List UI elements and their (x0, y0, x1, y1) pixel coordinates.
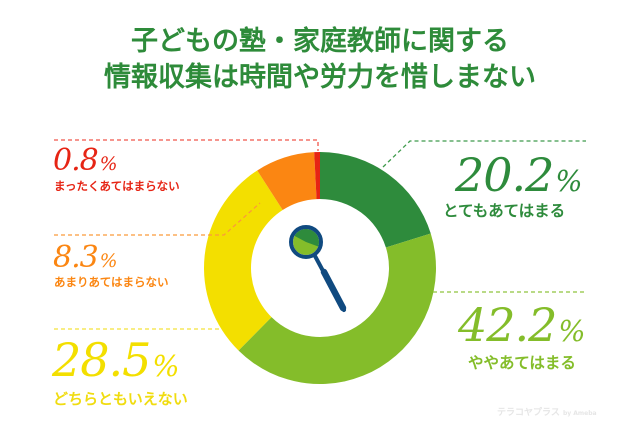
label-not-at-all: まったくあてはまらない (54, 179, 180, 193)
label-neutral: どちらともいえない (53, 390, 188, 408)
donut-slice-very-true (320, 152, 431, 248)
chart-title-line-2: 情報収集は時間や労力を惜しまない (104, 62, 536, 93)
value-somewhat: 42.2% (458, 302, 586, 348)
watermark: テラコヤプラス by Ameba (497, 405, 597, 418)
percent-sign: % (99, 251, 118, 272)
label-somewhat: ややあてはまる (468, 354, 576, 372)
label-very-true: とてもあてはまる (443, 202, 566, 220)
value-not-at-all-number: 0.8 (53, 143, 99, 178)
percent-sign: % (99, 154, 118, 175)
donut-slices (203, 152, 437, 385)
value-neutral: 28.5% (52, 337, 180, 383)
value-not-really-number: 8.3 (53, 240, 99, 275)
value-neutral-number: 28.5 (52, 333, 151, 387)
percent-sign: % (555, 165, 583, 198)
percent-sign: % (152, 350, 180, 383)
leader-line-not-really (54, 202, 261, 236)
label-not-really: あまりあてはまらない (54, 275, 169, 289)
donut-slice-neutral (203, 170, 283, 351)
donut-slice-not-at-all (314, 152, 320, 200)
donut-slice-somewhat (238, 233, 437, 385)
leader-line-not-at-all (54, 139, 319, 151)
chart-title-line-1: 子どもの塾・家庭教師に関する (131, 26, 509, 57)
value-somewhat-number: 42.2 (458, 298, 557, 352)
leader-line-very-true (382, 140, 586, 168)
value-very-true: 20.2% (455, 152, 583, 198)
watermark-by: by Ameba (562, 410, 597, 417)
value-not-at-all: 0.8% (53, 146, 117, 176)
donut-slice-not-really (257, 152, 317, 210)
value-not-really: 8.3% (53, 243, 117, 273)
magnifier-icon (289, 225, 347, 312)
percent-sign: % (558, 315, 586, 348)
value-very-true-number: 20.2 (455, 148, 554, 202)
watermark-brand: テラコヤプラス (497, 408, 560, 418)
